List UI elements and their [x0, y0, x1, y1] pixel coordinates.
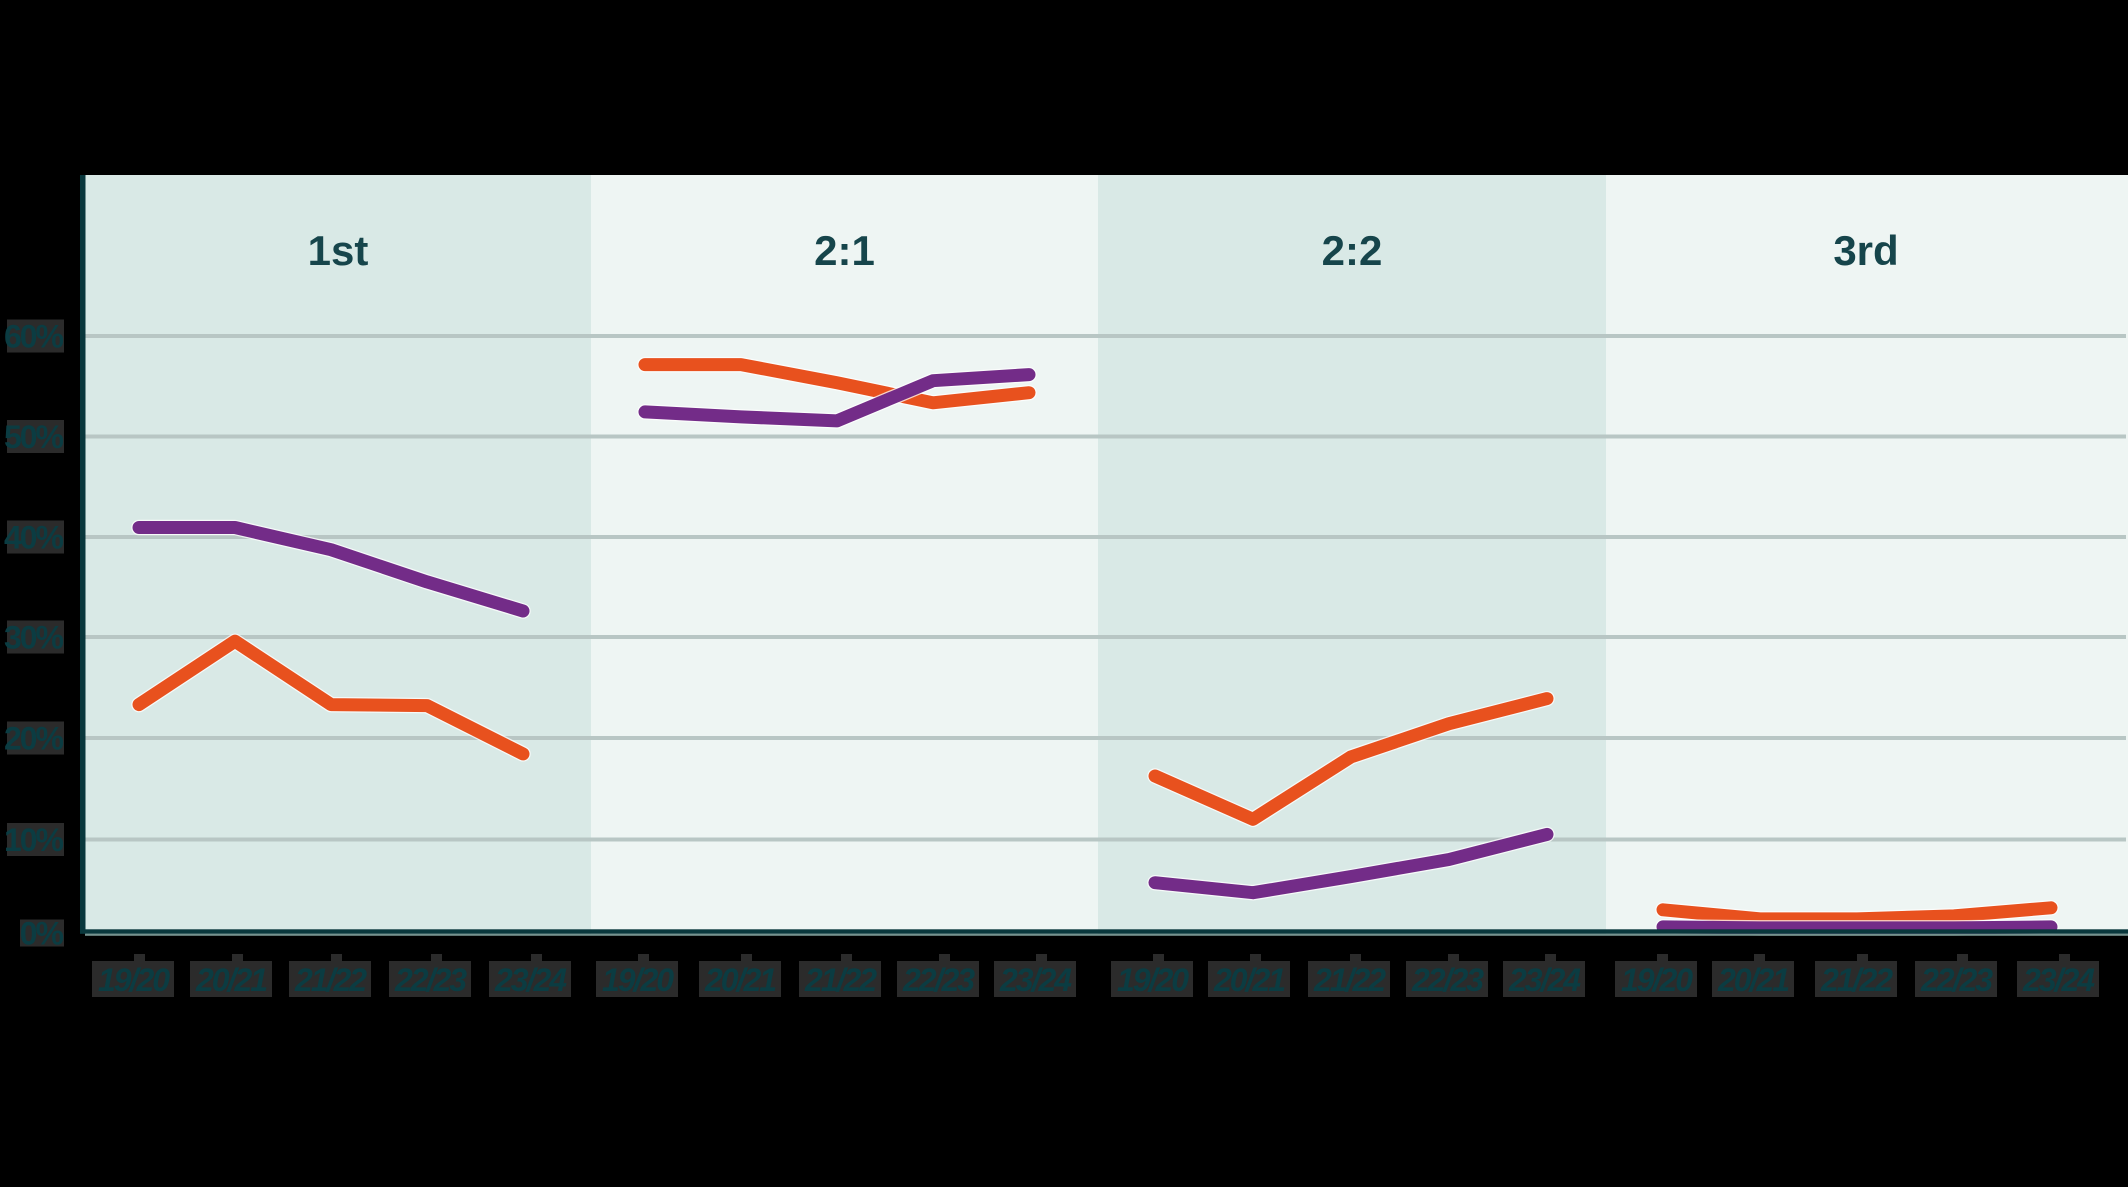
svg-text:21/22: 21/22: [804, 962, 877, 998]
svg-text:22/23: 22/23: [1411, 962, 1484, 998]
svg-text:2:2: 2:2: [1322, 227, 1383, 274]
svg-text:0%: 0%: [20, 916, 64, 952]
svg-text:50%: 50%: [4, 419, 64, 455]
svg-text:1st: 1st: [308, 227, 369, 274]
svg-text:21/22: 21/22: [1820, 962, 1893, 998]
svg-text:19/20: 19/20: [98, 962, 170, 998]
svg-text:2:1: 2:1: [814, 227, 875, 274]
svg-text:30%: 30%: [4, 620, 64, 656]
svg-text:19/20: 19/20: [1117, 962, 1189, 998]
svg-text:23/24: 23/24: [1508, 962, 1581, 998]
svg-text:21/22: 21/22: [294, 962, 367, 998]
svg-text:20/21: 20/21: [195, 962, 267, 998]
svg-text:23/24: 23/24: [999, 962, 1072, 998]
svg-text:20%: 20%: [4, 721, 64, 757]
svg-text:60%: 60%: [4, 319, 64, 355]
svg-text:21/22: 21/22: [1313, 962, 1386, 998]
svg-text:22/23: 22/23: [902, 962, 975, 998]
svg-text:20/21: 20/21: [1717, 962, 1789, 998]
svg-text:19/20: 19/20: [1621, 962, 1693, 998]
svg-text:22/23: 22/23: [1920, 962, 1993, 998]
svg-text:3rd: 3rd: [1833, 227, 1898, 274]
svg-text:23/24: 23/24: [494, 962, 567, 998]
svg-text:10%: 10%: [4, 822, 64, 858]
svg-text:40%: 40%: [4, 520, 64, 556]
svg-text:20/21: 20/21: [1213, 962, 1285, 998]
svg-text:22/23: 22/23: [394, 962, 467, 998]
svg-text:20/21: 20/21: [704, 962, 776, 998]
svg-text:19/20: 19/20: [602, 962, 674, 998]
svg-text:23/24: 23/24: [2022, 962, 2095, 998]
